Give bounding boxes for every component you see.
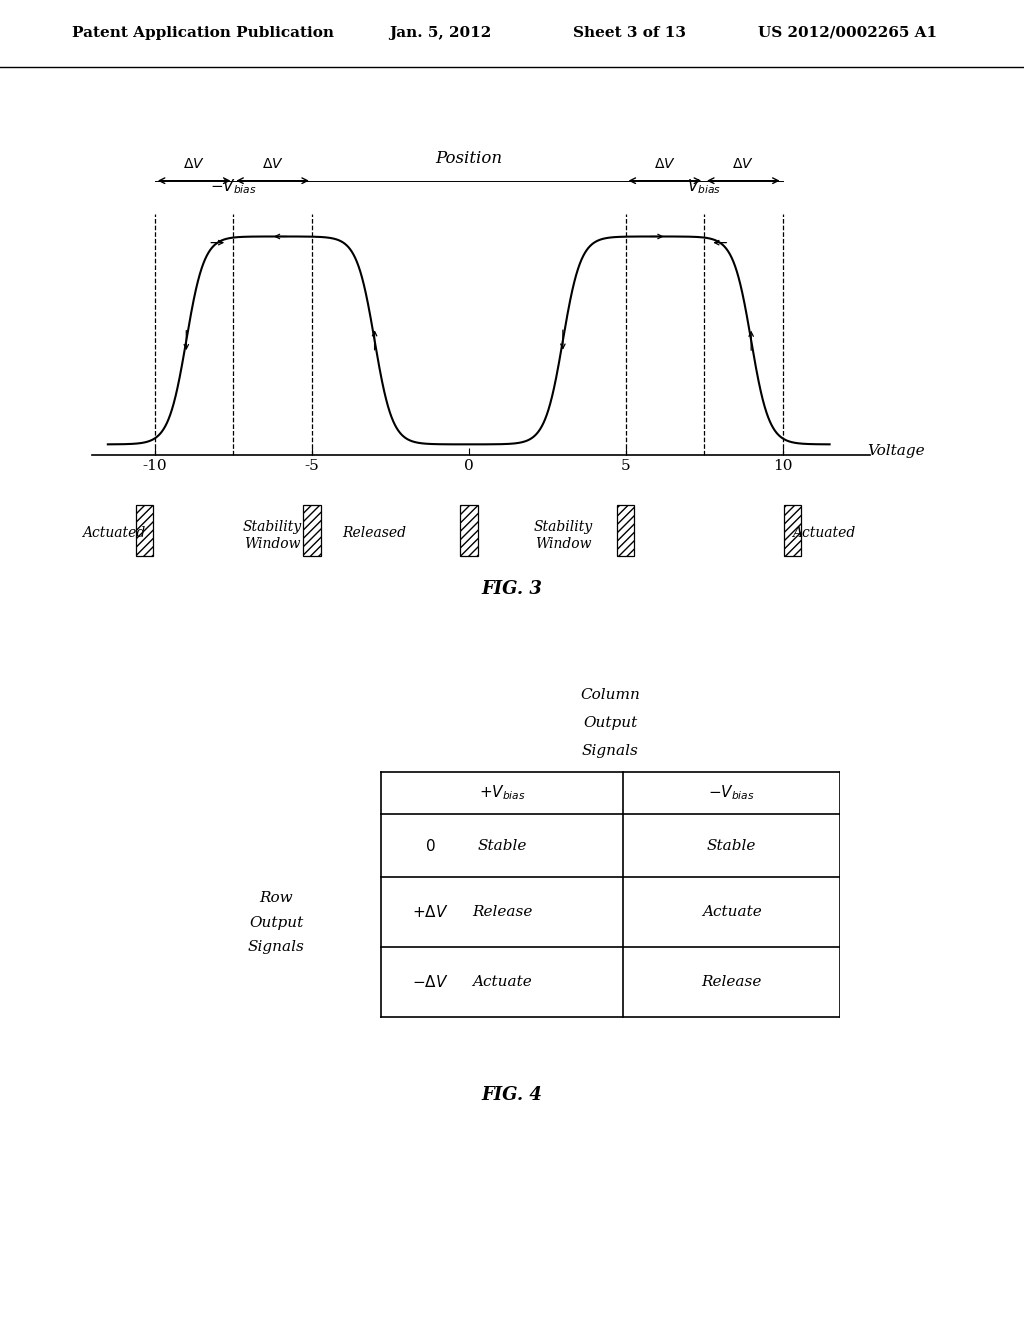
Text: Actuate: Actuate bbox=[701, 906, 762, 919]
Text: $-V_{bias}$: $-V_{bias}$ bbox=[210, 177, 257, 195]
Text: Column: Column bbox=[581, 688, 640, 702]
Text: $0$: $0$ bbox=[425, 838, 435, 854]
Bar bbox=[136, 506, 154, 556]
Text: Output: Output bbox=[584, 715, 637, 730]
Text: Voltage: Voltage bbox=[867, 444, 925, 458]
Text: Position: Position bbox=[435, 150, 503, 168]
Text: Patent Application Publication: Patent Application Publication bbox=[72, 25, 334, 40]
Text: Actuated: Actuated bbox=[792, 525, 855, 540]
Text: Release: Release bbox=[472, 906, 532, 919]
Text: FIG. 4: FIG. 4 bbox=[481, 1085, 543, 1104]
Text: $\Delta V$: $\Delta V$ bbox=[732, 157, 755, 170]
Text: $\Delta V$: $\Delta V$ bbox=[183, 157, 205, 170]
Bar bbox=[303, 506, 321, 556]
Bar bbox=[784, 506, 802, 556]
Text: $+V_{bias}$: $+V_{bias}$ bbox=[479, 784, 525, 803]
Text: $+\Delta V$: $+\Delta V$ bbox=[412, 904, 449, 920]
Bar bbox=[616, 506, 634, 556]
Text: Stability
Window: Stability Window bbox=[243, 520, 302, 550]
Text: Jan. 5, 2012: Jan. 5, 2012 bbox=[389, 25, 492, 40]
Text: Row: Row bbox=[259, 891, 293, 906]
Text: Stable: Stable bbox=[477, 838, 527, 853]
Text: Release: Release bbox=[701, 975, 762, 989]
Text: $-\Delta V$: $-\Delta V$ bbox=[412, 974, 449, 990]
Bar bbox=[460, 506, 477, 556]
Text: $\Delta V$: $\Delta V$ bbox=[262, 157, 284, 170]
Text: Actuate: Actuate bbox=[472, 975, 532, 989]
Text: Actuated: Actuated bbox=[82, 525, 145, 540]
Text: Stability
Window: Stability Window bbox=[534, 520, 593, 550]
Text: US 2012/0002265 A1: US 2012/0002265 A1 bbox=[758, 25, 937, 40]
Text: Signals: Signals bbox=[582, 744, 639, 758]
Text: Sheet 3 of 13: Sheet 3 of 13 bbox=[573, 25, 686, 40]
Text: $\Delta V$: $\Delta V$ bbox=[654, 157, 676, 170]
Text: Stable: Stable bbox=[707, 838, 757, 853]
Text: Output: Output bbox=[249, 916, 303, 929]
Text: $-V_{bias}$: $-V_{bias}$ bbox=[709, 784, 755, 803]
Text: Signals: Signals bbox=[248, 940, 304, 954]
Text: Released: Released bbox=[342, 525, 406, 540]
Text: FIG. 3: FIG. 3 bbox=[481, 579, 543, 598]
Text: $V_{bias}$: $V_{bias}$ bbox=[687, 177, 721, 195]
